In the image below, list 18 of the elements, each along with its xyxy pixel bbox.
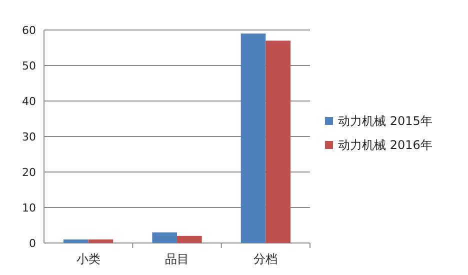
- x-tick-label: 品目: [165, 252, 189, 266]
- y-tick-label: 30: [22, 130, 36, 144]
- y-tick-label: 20: [22, 166, 36, 179]
- y-tick-label: 10: [22, 202, 36, 214]
- y-tick-label: 50: [22, 60, 36, 72]
- bar: [266, 40, 290, 243]
- bar: [88, 239, 114, 243]
- bar: [177, 236, 202, 243]
- legend-label: 动力机械 2015年: [338, 114, 432, 128]
- bar: [152, 232, 177, 243]
- bar: [240, 34, 266, 243]
- y-tick-label: 0: [29, 237, 36, 250]
- bar: [64, 239, 88, 243]
- x-tick-label: 分档: [254, 252, 278, 266]
- y-tick-label: 40: [22, 95, 36, 108]
- legend-label: 动力机械 2016年: [338, 138, 432, 152]
- x-tick-label: 小类: [76, 252, 100, 266]
- y-tick-label: 60: [22, 24, 36, 37]
